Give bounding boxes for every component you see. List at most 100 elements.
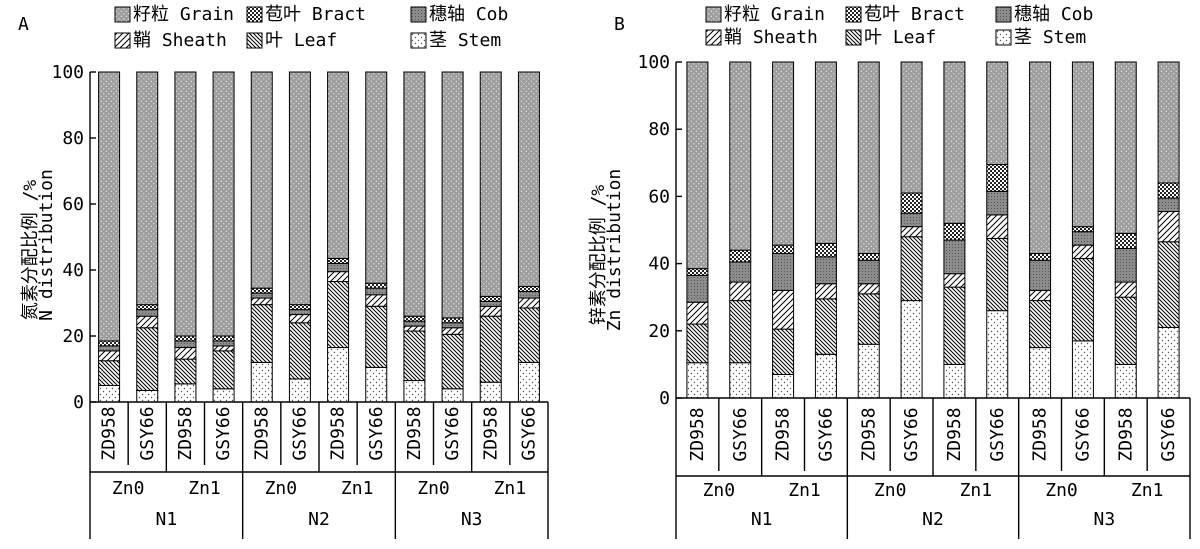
bar-segment-cob: [772, 253, 795, 291]
zn-group-label: Zn1: [960, 480, 993, 501]
x-tick-label: ZD958: [1115, 407, 1136, 461]
zn-group-label: Zn0: [112, 478, 145, 499]
bar-segment-cob: [327, 262, 350, 273]
bar-segment-leaf: [174, 358, 197, 385]
x-tick-label: ZD958: [99, 406, 120, 460]
legend-swatch-leaf: [845, 29, 862, 46]
bar-segment-sheath: [900, 226, 923, 238]
bar-segment-bract: [250, 287, 273, 294]
bar-segment-grain: [986, 61, 1009, 165]
bar-segment-grain: [1157, 61, 1180, 184]
bar-segment-sheath: [174, 347, 197, 360]
legend-label-grain: 籽粒 Grain: [724, 4, 825, 25]
bar-segment-grain: [288, 71, 311, 306]
zn-group-label: Zn1: [341, 478, 374, 499]
bar-segment-leaf: [98, 360, 121, 386]
y-tick-label: 100: [637, 52, 670, 73]
bar-segment-sheath: [943, 273, 966, 288]
x-tick-label: GSY66: [137, 406, 158, 460]
x-tick-label: GSY66: [289, 406, 310, 460]
bar-segment-bract: [1029, 253, 1052, 261]
bar-segment-stem: [857, 343, 880, 399]
n-group-label: N3: [461, 509, 483, 530]
x-tick-label: GSY66: [518, 406, 539, 460]
panel-label: B: [614, 14, 625, 35]
bar-segment-leaf: [403, 330, 426, 382]
bar-segment-sheath: [98, 350, 121, 362]
bar-segment-sheath: [814, 283, 837, 300]
n-group-label: N3: [1093, 509, 1115, 530]
bar-segment-cob: [686, 274, 709, 303]
bar-segment-sheath: [250, 297, 273, 306]
bar-segment-stem: [288, 378, 311, 403]
bar-segment-stem: [403, 380, 426, 403]
bar-segment-stem: [814, 353, 837, 399]
x-tick-label: GSY66: [730, 407, 751, 461]
bar-segment-sheath: [1029, 289, 1052, 302]
bar-segment-bract: [772, 244, 795, 255]
x-tick-label: ZD958: [1030, 407, 1051, 461]
bar-segment-sheath: [857, 283, 880, 295]
legend-label-bract: 苞叶 Bract: [265, 4, 366, 25]
bar-segment-sheath: [288, 314, 311, 324]
bar-segment-sheath: [365, 294, 388, 307]
bar-segment-leaf: [212, 350, 235, 390]
bar-segment-leaf: [1071, 258, 1094, 342]
y-tick-label: 80: [648, 119, 670, 140]
bar-segment-bract: [1157, 182, 1180, 199]
bar-segment-bract: [479, 295, 502, 302]
bar-segment-bract: [1114, 232, 1137, 249]
legend-label-leaf: 叶 Leaf: [265, 30, 337, 51]
y-tick-label: 40: [648, 254, 670, 275]
bar-segment-stem: [174, 383, 197, 403]
bar-segment-cob: [729, 261, 752, 283]
bar-segment-grain: [814, 61, 837, 244]
zn-group-label: Zn1: [188, 478, 221, 499]
bar-segment-stem: [517, 361, 540, 403]
bar-segment-grain: [98, 71, 121, 342]
legend-swatch-bract: [246, 6, 263, 23]
legend-swatch-grain: [705, 6, 722, 23]
y-tick-label: 60: [62, 194, 84, 215]
bar-segment-grain: [250, 71, 273, 289]
bar-segment-sheath: [517, 297, 540, 309]
y-tick-label: 60: [648, 186, 670, 207]
bar-segment-bract: [686, 268, 709, 276]
bar-segment-bract: [986, 163, 1009, 192]
legend-swatch-grain: [114, 6, 131, 23]
bar-segment-stem: [729, 362, 752, 399]
y-axis-title-line: N distribution: [36, 169, 57, 321]
bar-segment-grain: [1071, 61, 1094, 228]
bar-segment-grain: [517, 71, 540, 287]
bar-segment-leaf: [986, 237, 1009, 312]
bar-segment-grain: [365, 71, 388, 284]
zn-group-label: Zn0: [703, 480, 736, 501]
legend-label-stem: 茎 Stem: [1014, 27, 1086, 48]
bar-segment-bract: [857, 253, 880, 261]
legend-label-stem: 茎 Stem: [429, 30, 501, 51]
bar-segment-cob: [814, 256, 837, 285]
bar-segment-sheath: [403, 325, 426, 332]
panel-label: A: [18, 14, 29, 35]
bar-segment-bract: [288, 304, 311, 311]
x-tick-label: ZD958: [687, 407, 708, 461]
bar-segment-leaf: [686, 323, 709, 364]
legend-label-cob: 穗轴 Cob: [429, 4, 508, 25]
bar-segment-stem: [327, 347, 350, 403]
y-tick-label: 20: [62, 326, 84, 347]
bar-segment-leaf: [441, 333, 464, 390]
bar-segment-cob: [479, 300, 502, 307]
bar-segment-cob: [1029, 259, 1052, 291]
zn-group-label: Zn1: [1131, 480, 1164, 501]
bar-segment-leaf: [288, 322, 311, 380]
bar-segment-stem: [1114, 363, 1137, 399]
bar-segment-cob: [365, 287, 388, 296]
x-tick-label: ZD958: [773, 407, 794, 461]
bar-segment-cob: [1114, 247, 1137, 283]
x-tick-label: GSY66: [815, 407, 836, 461]
y-tick-label: 100: [51, 62, 84, 83]
legend-swatch-leaf: [246, 32, 263, 49]
bar-segment-leaf: [729, 300, 752, 364]
bar-segment-stem: [250, 361, 273, 403]
bar-segment-bract: [403, 315, 426, 322]
